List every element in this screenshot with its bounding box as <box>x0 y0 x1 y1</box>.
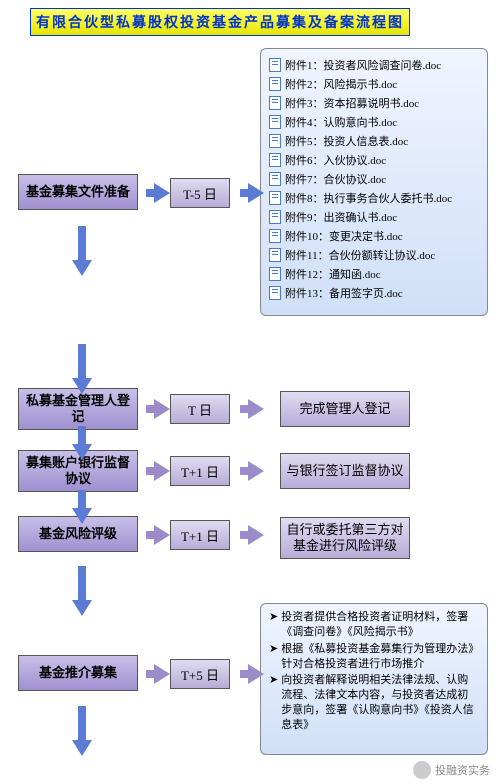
attachment-item: 附件1：投资者风险调查问卷.doc <box>269 55 479 74</box>
arrow-down-icon <box>72 740 92 756</box>
bullet-item: ➤投资者提供合格投资者证明材料，签署《调查问卷》《风险揭示书》 <box>269 610 479 640</box>
attachment-item: 附件8：执行事务合伙人委托书.doc <box>269 188 479 207</box>
doc-icon <box>269 77 281 91</box>
doc-icon <box>269 248 281 262</box>
result-box: 完成管理人登记 <box>280 391 410 427</box>
attachment-item: 附件12：通知函.doc <box>269 264 479 283</box>
attachment-label: 附件5：投资人信息表.doc <box>285 133 408 149</box>
day-label: T+1 日 <box>170 520 230 550</box>
day-label: T 日 <box>170 394 230 424</box>
doc-icon <box>269 210 281 224</box>
arrow-right-icon <box>248 525 264 545</box>
attachment-label: 附件9：出资确认书.doc <box>285 209 397 225</box>
attachment-label: 附件7：合伙协议.doc <box>285 171 386 187</box>
flowchart-container: 有限合伙型私募股权投资基金产品募集及备案流程图 附件1：投资者风险调查问卷.do… <box>0 0 500 784</box>
bullet-item: ➤向投资者解释说明相关法律法规、认购流程、法律文本内容，与投资者达成初步意向，签… <box>269 673 479 732</box>
attachment-item: 附件11：合伙份额转让协议.doc <box>269 245 479 264</box>
attachment-item: 附件4：认购意向书.doc <box>269 112 479 131</box>
attachment-item: 附件7：合伙协议.doc <box>269 169 479 188</box>
day-label: T+1 日 <box>170 456 230 486</box>
arrow-down-icon <box>72 260 92 276</box>
attachment-item: 附件6：入伙协议.doc <box>269 150 479 169</box>
attachment-label: 附件3：资本招募说明书.doc <box>285 95 419 111</box>
doc-icon <box>269 229 281 243</box>
wechat-icon <box>413 761 431 779</box>
arrow-right-icon <box>154 664 170 684</box>
process-step: 私募基金管理人登记 <box>18 388 138 430</box>
footer-text: 投融资实务 <box>435 762 490 778</box>
bullet-text: 投资者提供合格投资者证明材料，签署《调查问卷》《风险揭示书》 <box>281 610 479 640</box>
result-box: 与银行签订监督协议 <box>280 453 410 489</box>
attachment-item: 附件2：风险揭示书.doc <box>269 74 479 93</box>
doc-icon <box>269 115 281 129</box>
bullet-text: 根据《私募投资基金募集行为管理办法》针对合格投资者进行市场推介 <box>281 642 479 672</box>
doc-icon <box>269 96 281 110</box>
attachments-panel: 附件1：投资者风险调查问卷.doc 附件2：风险揭示书.doc 附件3：资本招募说明… <box>260 48 488 316</box>
doc-icon <box>269 134 281 148</box>
bullet-text: 向投资者解释说明相关法律法规、认购流程、法律文本内容，与投资者达成初步意向，签署… <box>281 673 479 732</box>
arrow-down-icon <box>72 508 92 524</box>
attachment-item: 附件13：备用签字页.doc <box>269 283 479 302</box>
arrow-down-icon <box>72 378 92 394</box>
attachment-item: 附件9：出资确认书.doc <box>269 207 479 226</box>
process-step: 基金募集文件准备 <box>18 174 138 210</box>
doc-icon <box>269 172 281 186</box>
attachment-label: 附件1：投资者风险调查问卷.doc <box>285 57 441 73</box>
attachment-label: 附件8：执行事务合伙人委托书.doc <box>285 190 452 206</box>
arrow-right-icon <box>154 399 170 419</box>
arrow-right-icon <box>154 461 170 481</box>
doc-icon <box>269 58 281 72</box>
footer: 投融资实务 <box>413 761 490 779</box>
attachment-item: 附件5：投资人信息表.doc <box>269 131 479 150</box>
bullet-arrow-icon: ➤ <box>269 673 278 732</box>
bullet-item: ➤根据《私募投资基金募集行为管理办法》针对合格投资者进行市场推介 <box>269 642 479 672</box>
arrow-right-icon <box>248 183 264 203</box>
arrow-down-icon <box>72 600 92 616</box>
arrow-right-icon <box>248 461 264 481</box>
attachment-label: 附件2：风险揭示书.doc <box>285 76 397 92</box>
attachment-label: 附件11：合伙份额转让协议.doc <box>285 247 435 263</box>
arrow-right-icon <box>154 525 170 545</box>
arrow-right-icon <box>154 183 170 203</box>
attachment-item: 附件3：资本招募说明书.doc <box>269 93 479 112</box>
doc-icon <box>269 267 281 281</box>
bullet-arrow-icon: ➤ <box>269 610 278 640</box>
attachment-label: 附件13：备用签字页.doc <box>285 285 403 301</box>
arrow-down-icon <box>72 444 92 460</box>
process-step: 基金推介募集 <box>18 655 138 691</box>
arrow-right-icon <box>248 399 264 419</box>
bullets-panel: ➤投资者提供合格投资者证明材料，签署《调查问卷》《风险揭示书》➤根据《私募投资基… <box>260 603 488 755</box>
attachment-label: 附件6：入伙协议.doc <box>285 152 386 168</box>
arrow-right-icon <box>248 664 264 684</box>
doc-icon <box>269 191 281 205</box>
attachment-label: 附件4：认购意向书.doc <box>285 114 397 130</box>
doc-icon <box>269 286 281 300</box>
day-label: T-5 日 <box>170 178 230 208</box>
title: 有限合伙型私募股权投资基金产品募集及备案流程图 <box>30 8 410 36</box>
attachment-label: 附件12：通知函.doc <box>285 266 381 282</box>
day-label: T+5 日 <box>170 659 230 689</box>
attachment-item: 附件10：变更决定书.doc <box>269 226 479 245</box>
attachment-label: 附件10：变更决定书.doc <box>285 228 403 244</box>
bullet-arrow-icon: ➤ <box>269 642 278 672</box>
doc-icon <box>269 153 281 167</box>
result-box: 自行或委托第三方对基金进行风险评级 <box>280 517 410 559</box>
